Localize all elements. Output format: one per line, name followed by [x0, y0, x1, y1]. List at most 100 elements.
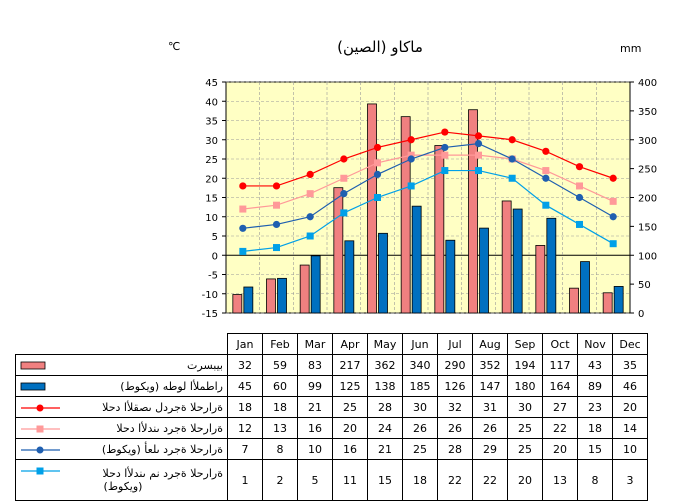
bar-precip-tokyo [243, 286, 254, 314]
point-3 [475, 167, 482, 175]
row-label-text: بيبسرت [187, 358, 223, 372]
month-label: Oct [542, 333, 578, 355]
table-row: ةرارحلا ةجرد نم ىندلأا دحلا (ويكوط) 1 2 5 11 1… [15, 459, 648, 501]
table-cell: 15 [367, 459, 403, 501]
table-cell: 180 [507, 375, 543, 397]
bar-precip [266, 278, 276, 314]
point-2 [239, 224, 247, 232]
right-tick-label: 350 [638, 107, 657, 118]
table-cell: 35 [612, 354, 648, 376]
table-row: ةرارحلا ةجردل ىصقلأا دحلا 18 18 21 25 28 30 32 3… [15, 396, 648, 418]
point-1 [441, 151, 449, 159]
table-cell: 32 [437, 396, 473, 418]
table-cell: 340 [402, 354, 438, 376]
month-label: May [367, 333, 403, 355]
table-cell: 1 [227, 459, 263, 501]
table-cell: 5 [297, 459, 333, 501]
table-cell: 8 [262, 438, 298, 460]
chart-title: ماكاو (الصين) [337, 38, 423, 56]
point-3 [239, 247, 247, 255]
point-0 [407, 136, 415, 144]
table-cell: 352 [472, 354, 508, 376]
right-tick-label: 250 [638, 165, 657, 176]
left-tick-label: 20 [205, 174, 218, 185]
legend-swatch [21, 425, 60, 433]
series-line-2 [242, 142, 614, 229]
table-cell: 15 [577, 438, 613, 460]
climate-chart: ماكاو (الصين) ℃ mm 45 40 35 30 25 20 15 10 5 0 -5-… [15, 38, 657, 501]
right-tick-label: 200 [638, 194, 657, 205]
data-table: Jan Feb Mar Apr May Jun Jul Aug Sep Oct Nov Dec بيبس… [15, 333, 648, 501]
point-1 [374, 159, 381, 167]
bar-precip [333, 187, 344, 314]
right-tick-label: 300 [638, 136, 657, 147]
point-1 [475, 151, 482, 159]
point-1 [340, 174, 348, 182]
table-cell: 32 [227, 354, 263, 376]
left-tick-label: 40 [205, 97, 218, 108]
month-label: Aug [472, 333, 508, 355]
table-cell: 147 [472, 375, 508, 397]
row-label-text: ةرارحلا ةجردل ىصقلأا دحلا [102, 400, 223, 414]
point-3 [340, 209, 348, 217]
bar-precip-tokyo [411, 205, 422, 314]
row-label: ةرارحلا ةجرد ىندلأا دحلا [15, 417, 228, 439]
left-tick-label: 25 [205, 155, 218, 166]
table-row: (ويكوط) راطملأا لوطه 45 60 99 125 138 185 126 14… [15, 375, 648, 397]
table-cell: 30 [402, 396, 438, 418]
table-cell: 60 [262, 375, 298, 397]
right-axis-unit: mm [620, 42, 642, 55]
left-tick-label: 15 [205, 194, 218, 205]
bar-precip [501, 200, 512, 314]
bar-precip-tokyo [310, 255, 321, 314]
point-0 [474, 132, 483, 140]
table-corner [16, 334, 228, 355]
row-label: (ويكوط) ةرارحلا ةجرد ىلعأ [15, 438, 228, 460]
legend-swatch [20, 361, 46, 370]
table-cell: 21 [297, 396, 333, 418]
table-cell: 164 [542, 375, 578, 397]
left-tick-label: 30 [205, 136, 218, 147]
bar-precip-tokyo [580, 261, 590, 314]
table-cell: 217 [332, 354, 368, 376]
bar-precip [602, 292, 613, 314]
point-3 [508, 174, 516, 182]
point-3 [542, 201, 550, 209]
month-label: Jun [402, 333, 438, 355]
bar-precip-tokyo [344, 240, 355, 314]
table-cell: 185 [402, 375, 438, 397]
point-3 [576, 220, 583, 228]
row-label: ةرارحلا ةجرد نم ىندلأا دحلا (ويكوط) [15, 459, 228, 501]
table-cell: 83 [297, 354, 333, 376]
point-0 [373, 143, 382, 152]
table-cell: 46 [612, 375, 648, 397]
bar-precip [400, 116, 411, 314]
table-cell: 25 [402, 438, 438, 460]
point-1 [407, 151, 415, 159]
table-cell: 20 [612, 396, 648, 418]
point-1 [542, 167, 550, 175]
table-cell: 22 [472, 459, 508, 501]
month-label: Nov [577, 333, 613, 355]
bar-precip [367, 103, 377, 314]
month-label: Jul [437, 333, 473, 355]
bar-precip-tokyo [378, 232, 388, 314]
left-tick-label: 45 [205, 78, 218, 89]
month-label: Mar [297, 333, 333, 355]
table-cell: 11 [332, 459, 368, 501]
left-tick-label: -5 [208, 271, 218, 282]
point-1 [306, 190, 314, 198]
point-0 [441, 128, 449, 136]
point-0 [340, 155, 348, 163]
point-2 [441, 143, 449, 152]
bar-precip [569, 287, 579, 314]
table-cell: 14 [612, 417, 648, 439]
left-tick-label: 10 [205, 213, 218, 224]
row-label: ةرارحلا ةجردل ىصقلأا دحلا [15, 396, 228, 418]
table-cell: 8 [577, 459, 613, 501]
bar-precip [232, 294, 243, 314]
point-2 [575, 193, 584, 202]
point-0 [508, 136, 516, 144]
right-tick-label: 0 [638, 309, 644, 320]
table-cell: 28 [437, 438, 473, 460]
